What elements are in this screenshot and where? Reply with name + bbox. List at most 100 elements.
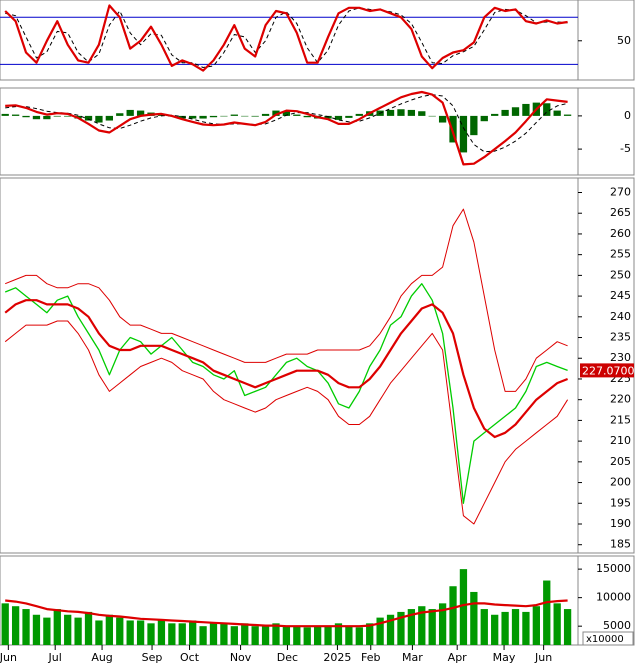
bar — [313, 626, 322, 645]
bar — [491, 614, 499, 645]
bar — [355, 627, 363, 645]
bar — [1, 113, 9, 116]
y-tick-label: 215 — [610, 413, 631, 426]
bar — [345, 115, 353, 118]
panel-frame — [0, 0, 635, 81]
bar — [53, 115, 61, 117]
y-tick-label: 270 — [610, 186, 631, 199]
bar — [407, 609, 416, 645]
bar — [157, 620, 166, 645]
bar — [136, 620, 145, 645]
bar — [449, 586, 457, 645]
series-line — [4, 4, 568, 72]
y-tick-label: 265 — [610, 206, 631, 219]
bar — [220, 115, 228, 117]
bar — [355, 113, 363, 116]
bar — [178, 115, 186, 119]
bar — [428, 115, 436, 117]
y-tick-label: 195 — [610, 496, 631, 509]
y-tick-label: 10000 — [596, 591, 631, 604]
bar — [334, 115, 343, 120]
bar — [293, 114, 301, 116]
bar — [511, 107, 520, 116]
bar — [543, 103, 551, 116]
y-tick-label: 190 — [610, 517, 631, 530]
bar — [501, 611, 509, 645]
y-tick-label: 205 — [610, 455, 631, 468]
bar — [251, 115, 259, 117]
last-price-box — [580, 363, 634, 378]
bar — [241, 623, 249, 645]
bar — [168, 623, 176, 645]
x-tick-label: Jun — [534, 651, 552, 664]
x-tick-label: 2025 — [323, 651, 351, 664]
bar — [501, 109, 509, 116]
y-tick-label: 5000 — [603, 619, 631, 632]
bar — [32, 115, 41, 120]
bar — [532, 606, 540, 645]
bar — [491, 113, 499, 116]
x-tick-label: Nov — [230, 651, 252, 664]
bar — [22, 609, 30, 645]
bar — [230, 114, 238, 116]
bar — [126, 109, 134, 116]
x-tick-label: Sep — [142, 651, 163, 664]
bar — [64, 614, 72, 645]
bar — [470, 115, 478, 136]
bar — [84, 115, 93, 121]
y-tick-label: 210 — [610, 434, 631, 447]
series-line — [5, 208, 568, 392]
y-tick-label: -5 — [620, 142, 631, 155]
last-price-label: 227.0700 — [582, 364, 635, 377]
x-tick-label: Jul — [48, 651, 62, 664]
series-line — [4, 320, 569, 525]
bar — [116, 113, 124, 116]
bar — [126, 620, 134, 645]
bar — [261, 626, 270, 645]
bar — [1, 603, 9, 645]
bar — [189, 620, 197, 645]
y-tick-label: 240 — [610, 310, 631, 323]
bar — [563, 609, 572, 645]
y-tick-label: 255 — [610, 248, 631, 261]
bar — [397, 109, 405, 116]
y-tick-label: 200 — [610, 476, 631, 489]
y-tick-label: 260 — [610, 227, 631, 240]
y-tick-label: 235 — [610, 331, 631, 344]
bar — [261, 113, 270, 116]
bar — [22, 115, 30, 118]
bar — [178, 623, 186, 645]
bar — [43, 115, 51, 120]
bar — [459, 115, 468, 153]
bar — [220, 623, 228, 645]
bar — [553, 110, 561, 116]
bar — [397, 611, 405, 645]
bar — [522, 611, 530, 645]
bar — [53, 609, 61, 645]
bar — [251, 626, 259, 645]
bar — [43, 617, 51, 645]
unit-box — [582, 631, 634, 646]
series-line — [4, 283, 568, 504]
bar — [345, 626, 353, 645]
y-tick-label: 15000 — [596, 562, 631, 575]
bar — [449, 115, 457, 143]
bar — [303, 115, 311, 118]
bar — [293, 626, 301, 645]
bar — [95, 620, 103, 645]
x-tick-label: Jun — [0, 651, 17, 664]
bar — [459, 569, 468, 645]
series-line — [5, 90, 568, 166]
bar — [209, 623, 218, 645]
bar — [376, 617, 384, 645]
bar — [428, 609, 436, 645]
bar — [189, 115, 197, 119]
series-line — [5, 94, 568, 153]
bar — [64, 115, 72, 117]
panel-frame — [0, 87, 635, 176]
x-tick-label: Oct — [180, 651, 200, 664]
y-tick-label: 230 — [610, 351, 631, 364]
bar — [480, 115, 488, 122]
bar — [438, 603, 447, 645]
bar — [418, 111, 426, 116]
